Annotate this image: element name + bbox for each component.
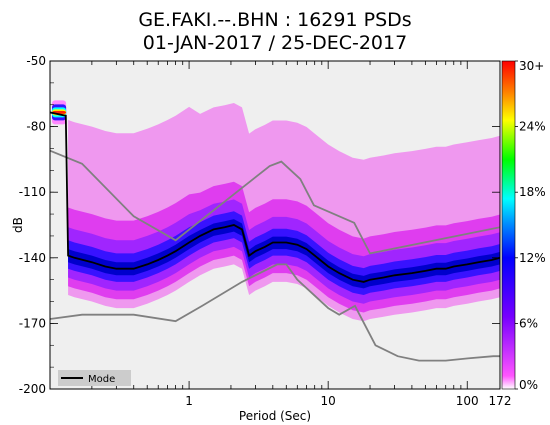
colorbar: 0% 6% 12% 18% 24% 30+ [501, 59, 546, 392]
x-axis: 1 10 100 172 [49, 61, 512, 408]
colorbar-tick-label: 24% [519, 120, 546, 134]
mode-line [50, 111, 500, 283]
colorbar-tick-label: 30+ [519, 59, 544, 73]
x-tick-label: 10 [321, 394, 336, 408]
colorbar-tick-label: 18% [519, 185, 546, 199]
psd-density [52, 100, 500, 322]
x-tick-label: 1 [185, 394, 193, 408]
x-axis-label: Period (Sec) [239, 409, 311, 423]
colorbar-tick-label: 0% [519, 378, 538, 392]
colorbar-strip [501, 60, 516, 390]
noise-model-line [50, 263, 500, 362]
y-tick-label: -170 [19, 316, 46, 330]
chart-title: GE.FAKI.--.BHN : 16291 PSDs [138, 9, 411, 31]
y-tick-label: -110 [19, 185, 46, 199]
legend-box [58, 370, 131, 386]
legend-mode-label: Mode [88, 374, 115, 385]
x-tick-label: 100 [456, 394, 479, 408]
y-tick-label: -80 [26, 120, 46, 134]
y-axis-label: dB [11, 217, 25, 233]
density-band [68, 219, 500, 289]
colorbar-tick-label: 6% [519, 316, 538, 330]
plot-frame [49, 60, 501, 390]
y-tick-label: -50 [26, 54, 46, 68]
noise-models [50, 149, 500, 362]
y-axis: -50 -80 -110 -140 -170 -200 [19, 54, 500, 396]
chart-subtitle: 01-JAN-2017 / 25-DEC-2017 [143, 32, 407, 54]
colorbar-tick-label: 12% [519, 251, 546, 265]
x-tick-label: 172 [489, 394, 512, 408]
y-tick-label: -200 [19, 382, 46, 396]
noise-model-line [50, 149, 500, 255]
colorbar-ticks: 0% 6% 12% 18% 24% 30+ [515, 59, 546, 392]
y-tick-label: -140 [19, 251, 46, 265]
legend: Mode [58, 370, 131, 386]
mode-series [50, 111, 500, 283]
